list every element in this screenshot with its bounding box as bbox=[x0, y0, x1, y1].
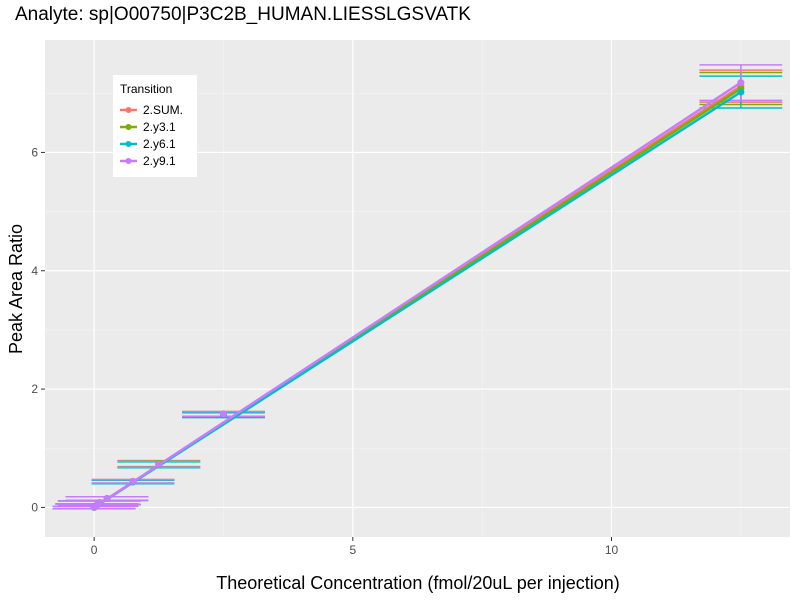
legend-label: 2.y9.1 bbox=[143, 154, 176, 168]
x-tick-label: 10 bbox=[605, 543, 619, 557]
legend-key-point bbox=[125, 124, 132, 130]
data-point bbox=[219, 410, 227, 418]
chart-title: Analyte: sp|O00750|P3C2B_HUMAN.LIESSLGSV… bbox=[15, 4, 471, 25]
data-point bbox=[737, 79, 745, 87]
data-point bbox=[103, 495, 111, 503]
legend-label: 2.y3.1 bbox=[143, 120, 176, 134]
x-axis-label: Theoretical Concentration (fmol/20uL per… bbox=[216, 573, 620, 593]
fit-line-2.y6.1 bbox=[93, 91, 742, 509]
data-point bbox=[737, 88, 745, 96]
legend-key-point bbox=[125, 158, 132, 164]
legend-key-point bbox=[125, 141, 132, 147]
legend-title: Transition bbox=[120, 82, 172, 96]
data-point bbox=[95, 499, 103, 507]
legend: Transition 2.SUM. 2.y3.1 2.y6.1 2.y9.1 bbox=[113, 75, 197, 177]
legend-label: 2.y6.1 bbox=[143, 137, 176, 151]
legend-key-point bbox=[125, 107, 132, 113]
x-tick-label: 5 bbox=[349, 543, 356, 557]
y-tick-label: 4 bbox=[31, 264, 38, 278]
data-point bbox=[129, 477, 137, 485]
fit-line-2.y9.1 bbox=[93, 81, 742, 509]
y-tick-label: 6 bbox=[31, 145, 38, 159]
legend-label: 2.SUM. bbox=[143, 103, 183, 117]
y-tick-label: 0 bbox=[31, 500, 38, 514]
y-axis-label: Peak Area Ratio bbox=[6, 224, 26, 354]
data-point bbox=[155, 460, 163, 468]
y-tick-label: 2 bbox=[31, 382, 38, 396]
x-tick-label: 0 bbox=[91, 543, 98, 557]
